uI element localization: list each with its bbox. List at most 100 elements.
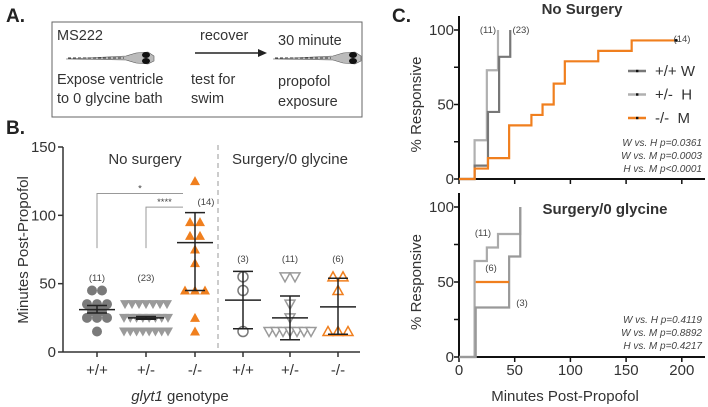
panel-b-label: B.	[6, 118, 25, 139]
panel-c-bottom-survival: 0 50 100 0 50 100 150 200 % Responsive Minutes Po…	[408, 193, 705, 405]
step1-line2: to 0 glycine bath	[57, 91, 163, 107]
n-label: (6)	[332, 254, 344, 265]
significance-bracket	[96, 192, 183, 249]
p-value: H vs. M p=0.4217	[623, 341, 702, 352]
step3-top: 30 minute	[278, 33, 342, 49]
n-label: (14)	[198, 197, 215, 208]
data-point	[155, 300, 165, 310]
data-point	[163, 313, 173, 323]
y-tick-label: 0	[48, 344, 56, 361]
n-label: (23)	[513, 25, 530, 36]
legend-marker	[636, 69, 639, 73]
data-point	[144, 327, 155, 337]
step3-line2: exposure	[278, 94, 338, 110]
panel-c-top-survival: 0 50 100 % Responsive No Surgery (23) (11) (14)…	[408, 1, 705, 188]
n-label: (11)	[480, 25, 496, 36]
larva-icon	[272, 51, 362, 65]
data-point	[92, 326, 102, 337]
x-tick-label: 200	[669, 362, 694, 379]
group-title: No surgery	[108, 151, 182, 168]
data-point	[102, 312, 112, 323]
data-point	[148, 300, 158, 310]
data-point	[195, 230, 205, 240]
x-tick-label: -/-	[188, 362, 202, 379]
y-tick-label: 50	[437, 97, 454, 114]
data-point	[97, 285, 107, 296]
p-value: W vs. H p=0.4119	[623, 315, 702, 326]
step2-line1: test for	[191, 72, 235, 88]
n-label: (6)	[485, 263, 497, 274]
data-point	[190, 326, 200, 336]
data-point	[150, 327, 161, 337]
step2-top: recover	[200, 28, 249, 44]
y-tick-label: 100	[31, 207, 56, 224]
data-point	[119, 313, 129, 323]
p-value: W vs. M p=0.0003	[621, 151, 702, 162]
data-point	[82, 299, 92, 310]
y-tick-label: 50	[437, 274, 454, 291]
data-point	[341, 324, 355, 337]
y-axis-label: Minutes Post-Propofol	[15, 176, 32, 324]
chart-title: Surgery/0 glycine	[542, 201, 667, 218]
significance-label: *	[138, 183, 142, 194]
data-point	[162, 300, 172, 310]
step1-top: MS222	[57, 28, 103, 44]
n-label: (23)	[138, 273, 155, 284]
x-tick-label: 0	[455, 362, 463, 379]
data-point	[304, 326, 318, 339]
data-point	[102, 299, 112, 310]
y-tick-label: 0	[446, 349, 454, 366]
data-point	[326, 270, 340, 282]
panel-c-label: C.	[392, 6, 411, 27]
larva-icon	[65, 51, 155, 65]
significance-label: ****	[157, 197, 172, 208]
survival-curve-W	[459, 207, 522, 359]
x-axis-label: Minutes Post-Propofol	[491, 388, 639, 405]
n-label: (3)	[237, 254, 249, 265]
data-point	[190, 312, 200, 322]
x-tick-label: +/-	[137, 362, 155, 379]
censor-mark	[674, 38, 678, 42]
n-label: (11)	[475, 228, 491, 239]
data-point	[87, 285, 97, 296]
protocol-box	[51, 21, 363, 118]
data-point	[127, 300, 137, 310]
step3-line1: propofol	[278, 74, 330, 90]
n-label: (3)	[516, 298, 528, 309]
data-point	[120, 300, 130, 310]
x-tick-label: +/+	[86, 362, 108, 379]
panel-a-label: A.	[6, 6, 25, 27]
step2-line2: swim	[191, 91, 224, 107]
x-tick-label: 150	[614, 362, 639, 379]
data-point	[125, 327, 136, 337]
significance-bracket	[145, 206, 183, 249]
n-label: (11)	[282, 254, 298, 265]
n-label: (14)	[674, 34, 691, 45]
x-tick-label: 50	[506, 362, 523, 379]
legend-label: -/- M	[655, 110, 690, 127]
data-point	[195, 217, 205, 227]
data-point	[185, 230, 195, 240]
data-point	[141, 300, 151, 310]
data-point	[131, 327, 142, 337]
data-point	[288, 272, 302, 284]
data-point	[185, 217, 195, 227]
group-title: Surgery/0 glycine	[232, 151, 348, 168]
x-tick-label: +/+	[232, 362, 254, 379]
data-point	[321, 324, 335, 337]
y-axis-label: % Responsive	[408, 57, 425, 153]
y-axis-label: % Responsive	[408, 234, 425, 330]
data-point	[82, 312, 92, 323]
data-point	[278, 272, 292, 284]
legend-label: +/+ W	[655, 63, 696, 80]
data-point	[156, 327, 167, 337]
data-point	[163, 327, 173, 337]
p-value: H vs. M p<0.0001	[623, 164, 702, 175]
survival-curve-H	[459, 30, 500, 181]
x-tick-label: 100	[558, 362, 583, 379]
x-tick-label: +/-	[281, 362, 299, 379]
survival-curve-M	[459, 39, 677, 181]
y-tick-label: 150	[31, 139, 56, 156]
step1-line1: Expose ventricle	[57, 72, 163, 88]
